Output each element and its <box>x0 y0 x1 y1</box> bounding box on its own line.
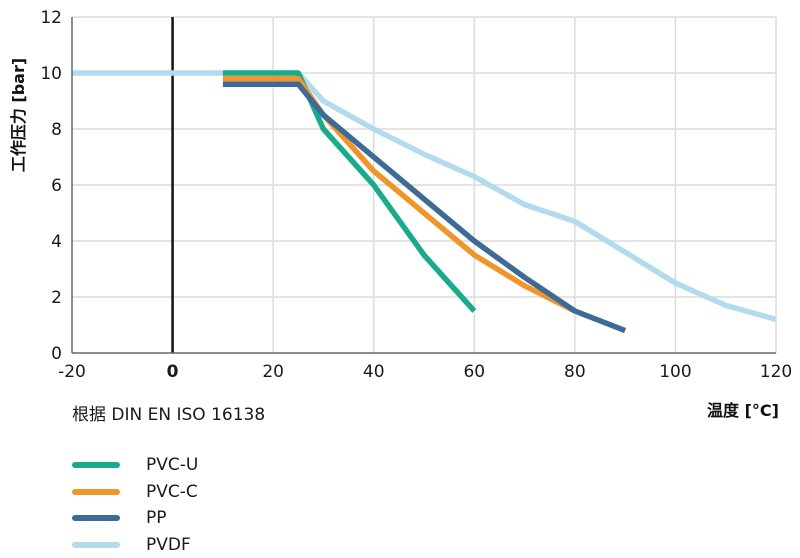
x-tick-label: 0 <box>167 362 179 382</box>
y-tick-label: 2 <box>51 288 62 308</box>
y-tick-label: 12 <box>40 8 62 28</box>
series-line-pp <box>222 81 627 334</box>
y-tick-label: 10 <box>40 64 62 84</box>
legend-label: PP <box>146 508 167 529</box>
x-tick-label: 60 <box>463 362 485 382</box>
y-axis-title: 工作压力 [bar] <box>9 58 28 172</box>
legend-label: PVC-U <box>146 455 199 476</box>
x-tick-label: 100 <box>659 362 691 382</box>
legend-label: PVDF <box>146 534 191 555</box>
legend-swatch <box>72 488 120 495</box>
y-tick-label: 8 <box>51 120 62 140</box>
legend-item: PP <box>72 505 198 532</box>
x-tick-label: 20 <box>262 362 284 382</box>
legend-item: PVDF <box>72 532 198 558</box>
legend-label: PVC-C <box>146 481 198 502</box>
standard-note: 根据 DIN EN ISO 16138 <box>72 405 266 425</box>
legend-swatch <box>72 462 120 469</box>
grid <box>72 16 777 353</box>
x-tick-label: 80 <box>564 362 586 382</box>
x-tick-labels: -20 0 20 40 60 80 100 120 <box>58 362 792 382</box>
legend: PVC-U PVC-C PP PVDF <box>72 452 198 558</box>
x-axis-title: 温度 [°C] <box>706 401 779 420</box>
y-tick-label: 0 <box>51 344 62 364</box>
y-tick-label: 6 <box>51 176 62 196</box>
legend-swatch <box>72 515 120 522</box>
axes <box>71 17 776 354</box>
legend-item: PVC-C <box>72 479 198 506</box>
legend-swatch <box>72 541 120 548</box>
x-tick-label: 120 <box>760 362 792 382</box>
y-tick-label: 4 <box>51 232 62 252</box>
y-tick-labels: 0 2 4 6 8 10 12 <box>40 8 62 364</box>
x-tick-label: -20 <box>58 362 86 382</box>
series-line-pvc-u <box>222 70 477 313</box>
x-tick-label: 40 <box>363 362 385 382</box>
series-lines <box>72 70 777 334</box>
legend-item: PVC-U <box>72 452 198 479</box>
series-line-pvdf <box>72 70 777 323</box>
series-line-pvc-c <box>222 75 577 314</box>
